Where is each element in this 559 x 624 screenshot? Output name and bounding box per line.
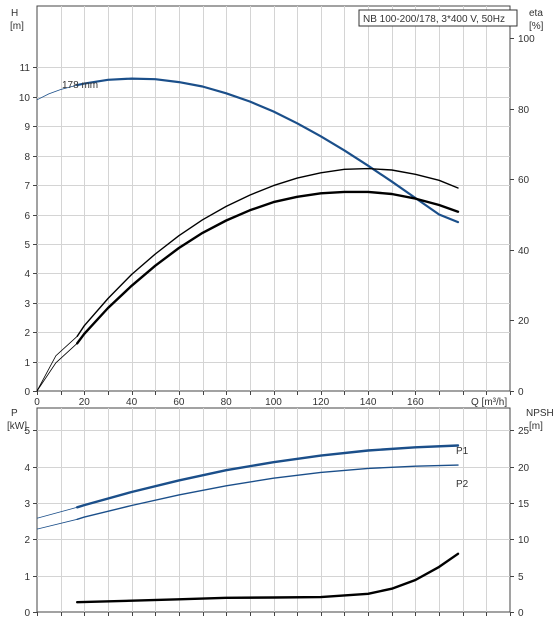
left-axis-tick-label: 2	[24, 328, 30, 339]
head-efficiency-panel: 0 1 2 3 4 5 6 7 8 9 10 11 0 20 40 60 80 100 0 20 40 60 80 100 12…	[19, 5, 535, 408]
left-axis-tick-label: 3	[24, 499, 30, 510]
p1-series-line	[75, 444, 460, 509]
right-axis-tick-label: 20	[518, 463, 530, 474]
right-axis-tick-label: 100	[518, 34, 535, 45]
x-axis-tick-label: 40	[126, 397, 138, 408]
head-series-line	[76, 77, 460, 224]
left-axis-tick-label: 10	[19, 93, 31, 104]
x-axis-tick-label: 20	[79, 397, 91, 408]
p2-series-line	[76, 464, 459, 520]
right-axis-tick-label: 20	[518, 316, 530, 327]
x-axis-tick-label: 140	[360, 397, 377, 408]
p-axis-unit: [kW]	[7, 421, 27, 432]
eta-lower-extrapolation-line	[36, 343, 78, 392]
x-axis-tick-label: 120	[312, 397, 329, 408]
p2-series-label: P2	[456, 479, 469, 490]
eta-axis-unit: [%]	[529, 21, 544, 32]
h-axis-label: H	[11, 8, 18, 19]
head-extrapolation-line	[36, 84, 78, 101]
title-box	[358, 9, 518, 27]
left-axis-tick-label: 3	[24, 299, 30, 310]
left-axis-tick-label: 1	[24, 358, 30, 369]
left-axis-tick-label: 11	[20, 63, 31, 74]
right-axis-tick-label: 40	[518, 246, 530, 257]
eta-axis-label: eta	[529, 8, 543, 19]
left-axis-tick-label: 6	[24, 211, 30, 222]
right-axis-tick-label: 0	[518, 387, 524, 398]
p-axis-label: P	[11, 408, 18, 419]
impeller-annotation: 178 mm	[62, 80, 98, 91]
right-axis-tick-label: 0	[518, 608, 524, 619]
left-axis-tick-label: 1	[24, 572, 30, 583]
eta-lower-series-line	[75, 190, 460, 345]
power-npsh-panel: 0 1 2 3 4 5 0 5 10 15 20 25	[24, 407, 530, 619]
left-axis-tick-label: 4	[24, 463, 30, 474]
chart-labels: NB 100-200/178, 3*400 V, 50Hz H [m] eta …	[7, 8, 554, 490]
right-axis-tick-label: 15	[518, 499, 530, 510]
x-axis-tick-label: 80	[221, 397, 233, 408]
left-axis-tick-label: 7	[24, 181, 30, 192]
npsh-axis-label: NPSH	[526, 408, 554, 419]
npsh-axis-unit: [m]	[529, 421, 543, 432]
right-axis-tick-label: 60	[518, 175, 530, 186]
p2-extrapolation-line	[36, 518, 78, 530]
x-axis-tick-label: 60	[173, 397, 185, 408]
left-axis-tick-label: 5	[24, 240, 30, 251]
right-axis-tick-label: 80	[518, 105, 530, 116]
npsh-series-line	[75, 552, 460, 604]
plot-frame	[36, 5, 511, 392]
left-axis-tick-label: 0	[24, 387, 30, 398]
left-axis-tick-label: 0	[24, 608, 30, 619]
left-axis-tick-label: 4	[24, 269, 30, 280]
eta-upper-extrapolation-line	[36, 336, 78, 392]
q-axis-label: Q [m³/h]	[471, 397, 507, 408]
x-axis-tick-label: 160	[407, 397, 424, 408]
left-axis-tick-label: 2	[24, 535, 30, 546]
right-axis-tick-label: 25	[518, 426, 530, 437]
eta-upper-series-line	[76, 167, 459, 337]
right-axis-tick-label: 10	[518, 535, 530, 546]
x-axis-tick-label: 0	[34, 397, 40, 408]
x-axis-tick-label: 100	[265, 397, 282, 408]
left-axis-tick-label: 9	[24, 122, 30, 133]
p1-extrapolation-line	[36, 506, 78, 519]
chart-title: NB 100-200/178, 3*400 V, 50Hz	[363, 14, 505, 25]
left-axis-tick-label: 8	[24, 152, 30, 163]
h-axis-unit: [m]	[10, 21, 24, 32]
p1-series-label: P1	[456, 446, 469, 457]
left-axis-tick-label: 5	[24, 426, 30, 437]
right-axis-tick-label: 5	[518, 572, 524, 583]
